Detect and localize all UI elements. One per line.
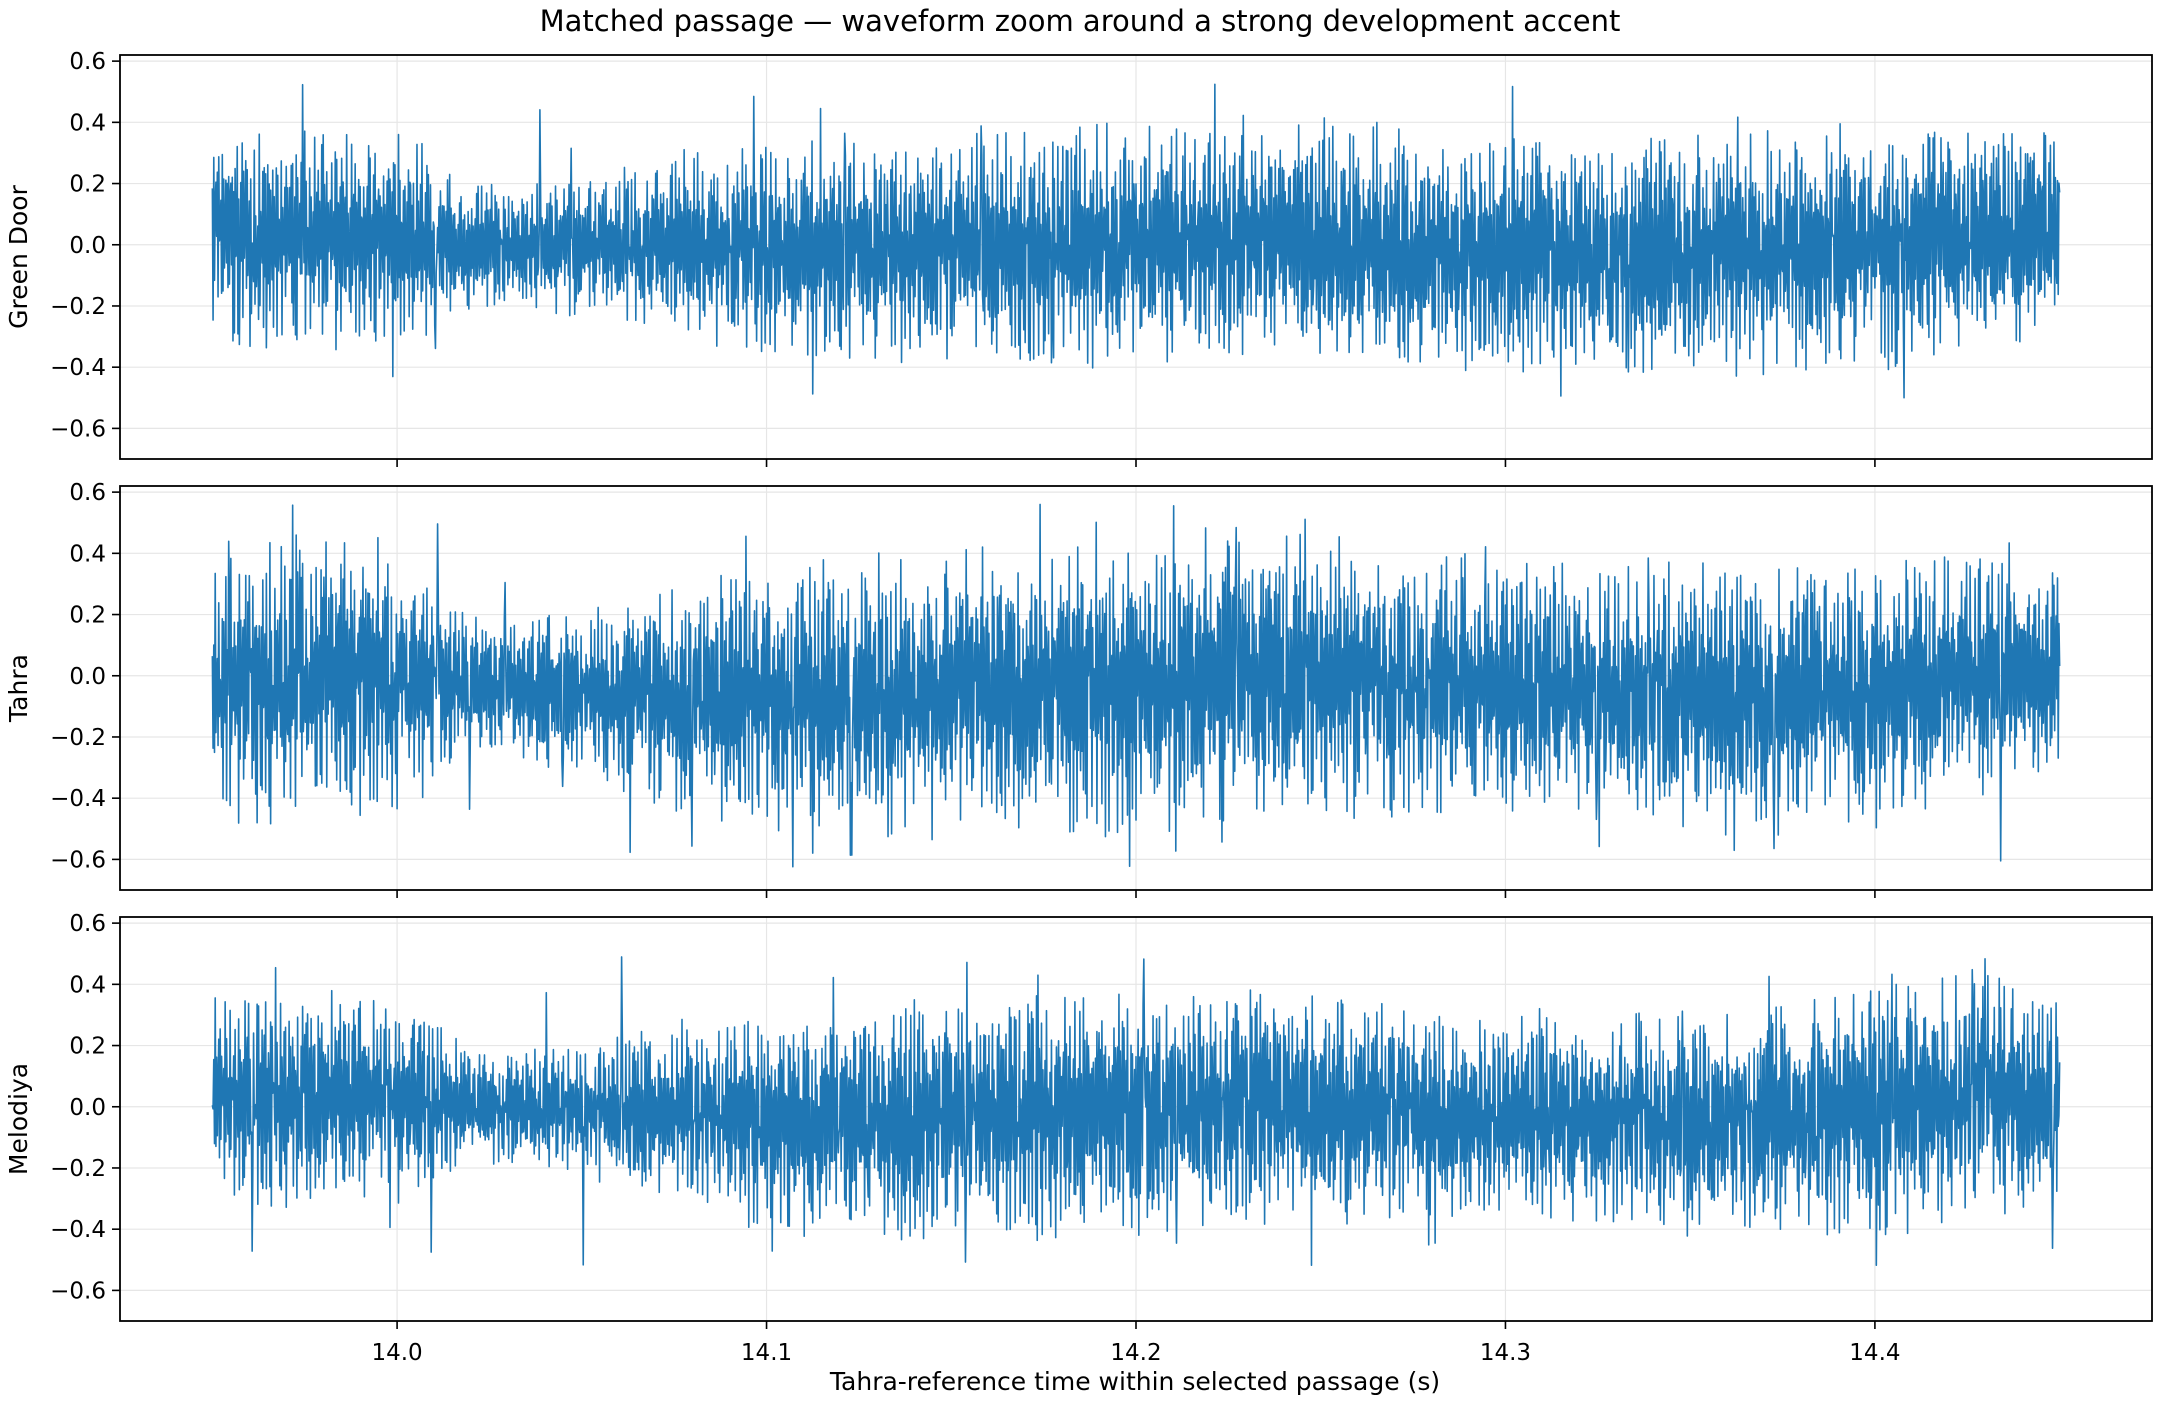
y-tick-label: 0.6: [69, 480, 106, 506]
panel-tahra: −0.6 −0.4 −0.2 0.0 0.2 0.4 0.6 Tahra: [4, 480, 2153, 898]
y-tick-label: 0.0: [69, 1095, 106, 1121]
panel-green-door: −0.6 −0.4 −0.2 0.0 0.2 0.4 0.6 Green Door: [4, 49, 2153, 467]
y-tick-label: 0.2: [69, 1034, 106, 1060]
y-tick-label: −0.4: [50, 355, 106, 381]
x-axis-label: Tahra-reference time within selected pas…: [829, 1367, 1440, 1396]
y-tick-label: 0.4: [69, 110, 106, 136]
panel-melodiya: −0.6 −0.4 −0.2 0.0 0.2 0.4 0.6 14.0 14.1 14.2 14.3…: [4, 911, 2153, 1366]
y-tick-label: −0.6: [50, 847, 106, 873]
y-tick-label: 0.0: [69, 233, 106, 259]
waveform-line: [211, 956, 2061, 1267]
y-tick-label: 0.0: [69, 664, 106, 690]
y-tick-label: −0.4: [50, 786, 106, 812]
y-tick-label: −0.6: [50, 416, 106, 442]
y-axis-label: Melodiya: [4, 1063, 33, 1175]
y-tick-label: 0.2: [69, 172, 106, 198]
y-tick-label: −0.4: [50, 1217, 106, 1243]
y-tick-label: −0.2: [50, 725, 106, 751]
x-tick-label: 14.3: [1480, 1340, 1531, 1366]
y-axis-label: Green Door: [4, 184, 33, 328]
y-tick-label: −0.2: [50, 1156, 106, 1182]
waveform-line: [211, 83, 2061, 399]
x-tick-label: 14.0: [371, 1340, 422, 1366]
y-tick-label: 0.4: [69, 972, 106, 998]
chart-title: Matched passage — waveform zoom around a…: [540, 4, 1621, 38]
y-tick-label: 0.4: [69, 541, 106, 567]
y-tick-label: −0.6: [50, 1278, 106, 1304]
x-tick-label: 14.4: [1849, 1340, 1900, 1366]
y-tick-label: 0.2: [69, 603, 106, 629]
y-tick-label: 0.6: [69, 911, 106, 937]
y-tick-label: 0.6: [69, 49, 106, 75]
x-tick-label: 14.1: [741, 1340, 792, 1366]
waveform-line: [211, 503, 2061, 868]
x-tick-label: 14.2: [1110, 1340, 1161, 1366]
y-axis-label: Tahra: [4, 654, 33, 723]
y-tick-label: −0.2: [50, 294, 106, 320]
